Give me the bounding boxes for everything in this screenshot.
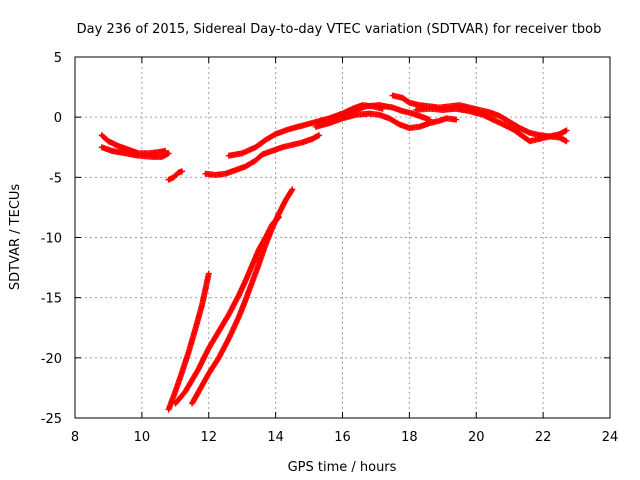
y-tick-label: -5: [49, 171, 62, 186]
y-tick-label: 5: [54, 51, 62, 66]
y-tick-label: -15: [41, 292, 62, 307]
x-tick-label: 16: [334, 430, 351, 445]
series-track-b: [98, 144, 172, 160]
axis-ticks: 8 10 12 14 16 18 20 22 24 -25 -20 -15 -10 -5 0 5: [41, 51, 619, 445]
data-point: [316, 132, 323, 139]
data-point: [165, 150, 172, 157]
data-point: [288, 187, 295, 194]
y-tick-label: -25: [41, 412, 62, 427]
series-track-c: [165, 168, 185, 183]
data-point: [289, 186, 296, 193]
data-point: [563, 138, 570, 145]
x-axis-label: GPS time / hours: [288, 460, 397, 475]
y-tick-label: 0: [54, 111, 62, 126]
x-tick-label: 18: [401, 430, 418, 445]
x-tick-label: 22: [535, 430, 552, 445]
y-axis-label: SDTVAR / TECUs: [8, 184, 23, 291]
data-point: [205, 270, 212, 277]
x-tick-label: 10: [134, 430, 151, 445]
x-tick-label: 14: [267, 430, 284, 445]
series-track-i: [413, 105, 570, 145]
data-point: [453, 116, 460, 123]
chart-title: Day 236 of 2015, Sidereal Day-to-day VTE…: [77, 22, 602, 37]
data-point: [426, 116, 433, 123]
y-tick-label: -10: [41, 232, 62, 247]
data-points: [98, 92, 570, 413]
series-track-l: [189, 186, 296, 407]
x-tick-label: 24: [602, 430, 619, 445]
series-track-d: [202, 132, 323, 178]
data-point: [563, 127, 570, 134]
series-track-g: [336, 102, 433, 123]
y-tick-label: -20: [41, 352, 62, 367]
data-point: [179, 168, 185, 175]
series-track-j: [165, 270, 212, 413]
series-track-f: [312, 110, 460, 131]
series-track-k: [172, 214, 282, 407]
x-tick-label: 20: [468, 430, 485, 445]
x-tick-label: 8: [71, 430, 79, 445]
x-tick-label: 12: [200, 430, 217, 445]
